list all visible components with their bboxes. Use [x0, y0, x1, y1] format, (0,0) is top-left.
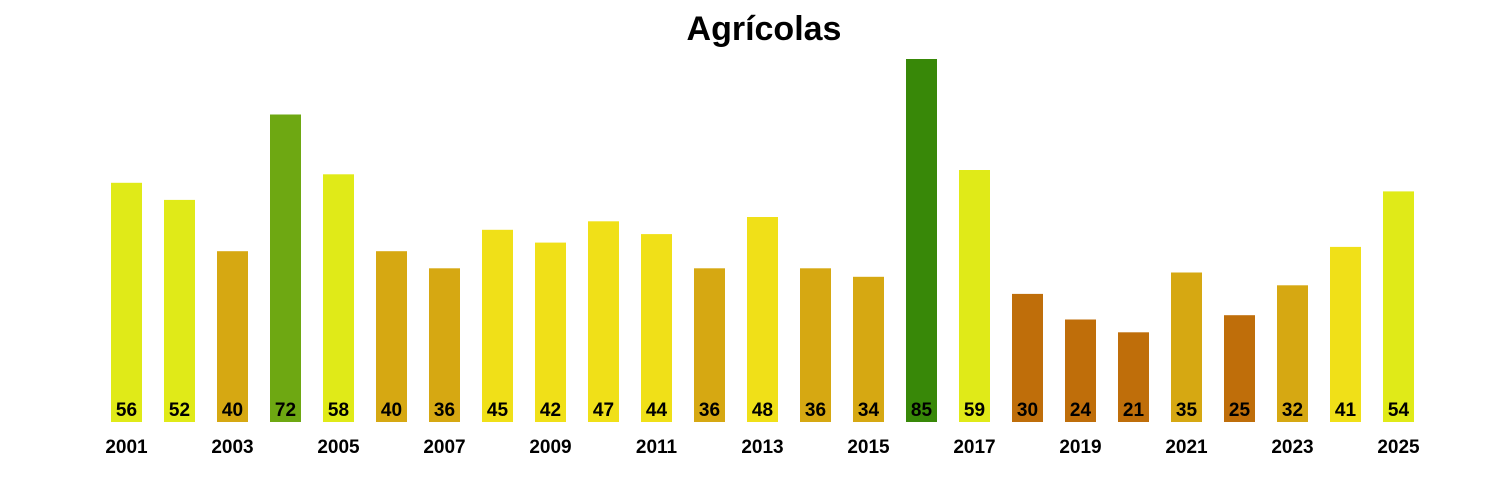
bar-2001	[111, 182, 142, 422]
bar-2022	[1224, 315, 1255, 422]
x-tick-label-2003: 2003	[211, 437, 253, 458]
bar-value-label-2021: 35	[1176, 400, 1198, 421]
bar-2010	[588, 221, 619, 422]
bar-value-label-2003: 40	[222, 400, 243, 421]
bar-2008	[482, 229, 513, 422]
chart-title: Agrícolas	[686, 10, 842, 48]
bar-value-label-2004: 72	[275, 400, 296, 421]
bar-2016	[906, 59, 937, 422]
bar-value-label-2024: 41	[1335, 400, 1357, 421]
bar-2005	[323, 174, 354, 422]
bar-value-label-2020: 21	[1123, 400, 1145, 421]
bar-2017	[959, 170, 990, 422]
bar-value-label-2022: 25	[1229, 400, 1251, 421]
x-tick-label-2001: 2001	[105, 437, 148, 458]
x-tick-label-2009: 2009	[529, 437, 571, 458]
bar-value-label-2008: 45	[487, 400, 509, 421]
bar-value-label-2013: 48	[752, 400, 773, 421]
x-tick-label-2013: 2013	[741, 437, 783, 458]
bar-value-label-2015: 34	[858, 400, 880, 421]
bar-2009	[535, 242, 566, 422]
x-tick-label-2005: 2005	[317, 437, 360, 458]
x-tick-label-2025: 2025	[1377, 437, 1420, 458]
x-tick-label-2019: 2019	[1059, 437, 1101, 458]
bar-value-label-2014: 36	[805, 400, 826, 421]
bar-value-label-2002: 52	[169, 400, 190, 421]
bar-value-label-2005: 58	[328, 400, 349, 421]
bar-value-label-2007: 36	[434, 400, 455, 421]
bar-value-label-2017: 59	[964, 400, 985, 421]
bar-2021	[1171, 272, 1202, 422]
x-tick-label-2017: 2017	[953, 437, 995, 458]
bar-value-label-2010: 47	[593, 400, 614, 421]
x-tick-label-2023: 2023	[1271, 437, 1313, 458]
bar-value-label-2001: 56	[116, 400, 137, 421]
bar-value-label-2012: 36	[699, 400, 720, 421]
x-tick-label-2007: 2007	[423, 437, 465, 458]
x-tick-label-2021: 2021	[1165, 437, 1208, 458]
bar-2018	[1012, 293, 1043, 422]
bar-2003	[217, 251, 248, 422]
bar-2015	[853, 276, 884, 422]
bar-2013	[747, 217, 778, 422]
bar-2004	[270, 114, 301, 422]
bar-2020	[1118, 332, 1149, 422]
bar-value-label-2025: 54	[1388, 400, 1410, 421]
bar-value-label-2011: 44	[646, 400, 668, 421]
bar-2002	[164, 199, 195, 422]
bar-value-label-2009: 42	[540, 400, 561, 421]
bar-2014	[800, 268, 831, 422]
bar-value-label-2019: 24	[1070, 400, 1092, 421]
x-tick-label-2015: 2015	[847, 437, 890, 458]
bar-value-label-2023: 32	[1282, 400, 1303, 421]
bar-2011	[641, 234, 672, 422]
bar-2025	[1383, 191, 1414, 422]
bar-2006	[376, 251, 407, 422]
bar-2012	[694, 268, 725, 422]
bar-value-label-2018: 30	[1017, 400, 1038, 421]
bar-2019	[1065, 319, 1096, 422]
bar-value-label-2016: 85	[911, 400, 933, 421]
bar-2023	[1277, 285, 1308, 422]
x-tick-label-2011: 2011	[636, 437, 678, 458]
bar-2007	[429, 268, 460, 422]
bar-value-label-2006: 40	[381, 400, 402, 421]
bar-2024	[1330, 246, 1361, 422]
